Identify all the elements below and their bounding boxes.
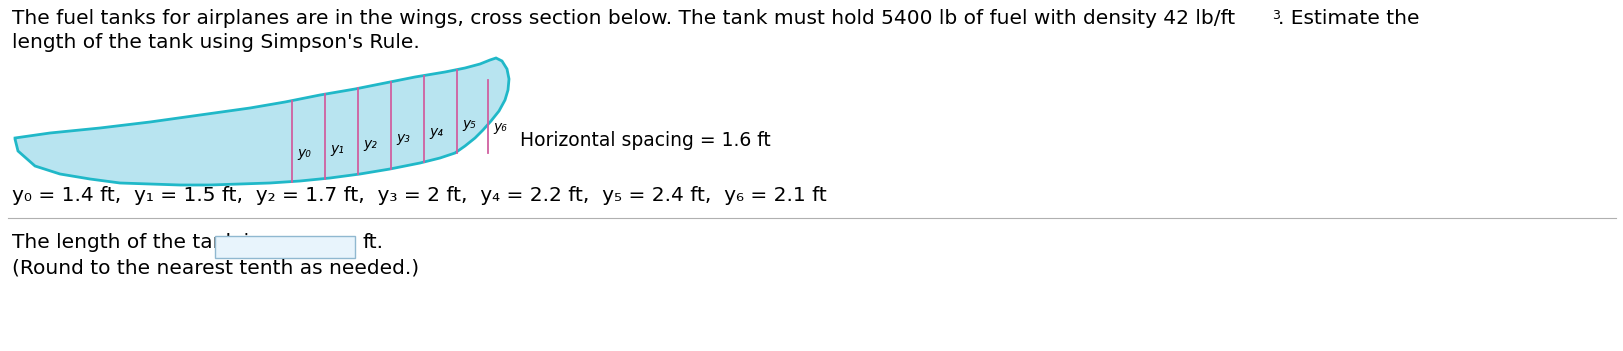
Text: y₄: y₄ <box>428 125 443 139</box>
Text: y₁: y₁ <box>329 142 344 156</box>
Text: y₀ = 1.4 ft,  y₁ = 1.5 ft,  y₂ = 1.7 ft,  y₃ = 2 ft,  y₄ = 2.2 ft,  y₅ = 2.4 ft,: y₀ = 1.4 ft, y₁ = 1.5 ft, y₂ = 1.7 ft, y… <box>11 186 826 205</box>
Text: The length of the tank is: The length of the tank is <box>11 233 260 252</box>
Text: y₂: y₂ <box>364 137 377 151</box>
Text: y₀: y₀ <box>297 146 310 160</box>
Bar <box>214 236 355 258</box>
Text: ft.: ft. <box>364 233 383 252</box>
Text: (Round to the nearest tenth as needed.): (Round to the nearest tenth as needed.) <box>11 259 419 278</box>
Text: Horizontal spacing = 1.6 ft: Horizontal spacing = 1.6 ft <box>519 131 771 150</box>
Text: y₃: y₃ <box>396 131 409 145</box>
Text: The fuel tanks for airplanes are in the wings, cross section below. The tank mus: The fuel tanks for airplanes are in the … <box>11 9 1235 28</box>
Text: y₅: y₅ <box>461 117 476 131</box>
Text: length of the tank using Simpson's Rule.: length of the tank using Simpson's Rule. <box>11 33 419 52</box>
Text: . Estimate the: . Estimate the <box>1277 9 1419 28</box>
Text: 3: 3 <box>1271 9 1279 22</box>
Text: y₆: y₆ <box>493 120 506 134</box>
Polygon shape <box>15 58 508 185</box>
